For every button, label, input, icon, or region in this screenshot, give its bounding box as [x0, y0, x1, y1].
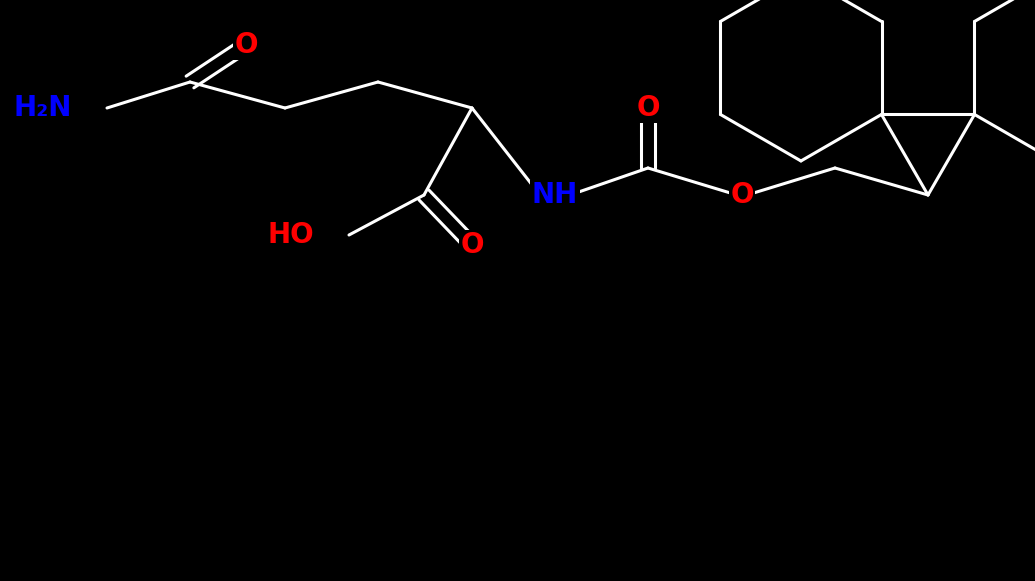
Text: HO: HO [267, 221, 314, 249]
Text: NH: NH [532, 181, 579, 209]
Text: H₂N: H₂N [13, 94, 72, 122]
Text: O: O [731, 181, 753, 209]
Text: O: O [234, 31, 258, 59]
Text: O: O [637, 94, 659, 122]
Text: O: O [461, 231, 483, 259]
